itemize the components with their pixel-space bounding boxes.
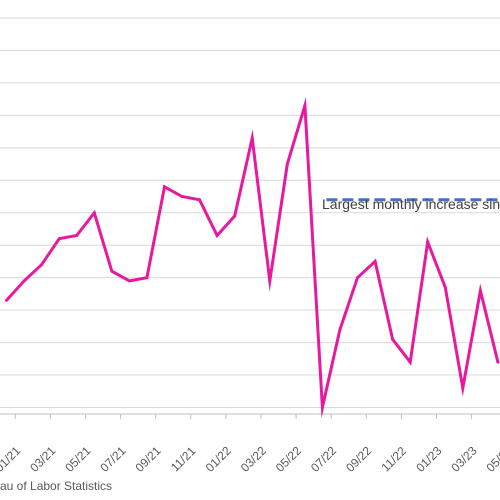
x-tick-label: 11/22 [379, 444, 410, 475]
data-point [180, 195, 184, 199]
data-point [233, 214, 237, 218]
data-point [40, 263, 44, 267]
x-tick-label: 05/21 [62, 443, 93, 474]
x-tick-labels: 01/21 03/21 05/21 07/21 09/21 11/21 01/22 03/22… [0, 443, 500, 474]
data-point [496, 360, 500, 364]
data-point [250, 136, 254, 140]
data-point [373, 259, 377, 263]
data-point [215, 233, 219, 237]
reference-annotation: Largest monthly increase sin [322, 196, 500, 212]
data-point [127, 279, 131, 283]
x-tick-label: 09/22 [343, 443, 374, 474]
data-point [92, 211, 96, 215]
data-point [198, 198, 202, 202]
data-point [443, 285, 447, 289]
series-line [5, 97, 500, 419]
data-point [110, 269, 114, 273]
data-point [426, 240, 430, 244]
x-tick-label: 07/21 [97, 443, 128, 474]
data-point [303, 104, 307, 108]
data-point [145, 276, 149, 280]
x-tick-label: 03/21 [27, 443, 58, 474]
x-tick-label: 01/21 [0, 443, 23, 474]
x-tick-label: 09/21 [133, 443, 164, 474]
x-tick-label: 03/22 [238, 443, 269, 474]
x-tick-label: 05/22 [273, 443, 304, 474]
data-point [338, 328, 342, 332]
data-point [461, 386, 465, 390]
data-point [162, 185, 166, 189]
data-point [478, 289, 482, 293]
x-tick-label: 11/21 [168, 444, 199, 475]
x-tick-label: 01/22 [203, 443, 234, 474]
x-tick-label: 07/22 [308, 443, 339, 474]
source-note: au of Labor Statistics [0, 479, 113, 493]
data-point [75, 233, 79, 237]
x-tick-label: 03/23 [448, 443, 479, 474]
data-point [391, 337, 395, 341]
data-point [5, 298, 8, 302]
series-group [5, 97, 500, 419]
gridlines [0, 17, 500, 409]
data-point [320, 406, 324, 410]
x-tick-label: 01/23 [413, 443, 444, 474]
data-point [22, 279, 26, 283]
data-point [356, 276, 359, 280]
data-point [285, 162, 289, 166]
x-tick-label: 05/23 [484, 443, 500, 474]
x-axis [0, 413, 500, 419]
data-point [268, 279, 272, 283]
data-point [57, 237, 61, 241]
data-point [408, 360, 412, 364]
